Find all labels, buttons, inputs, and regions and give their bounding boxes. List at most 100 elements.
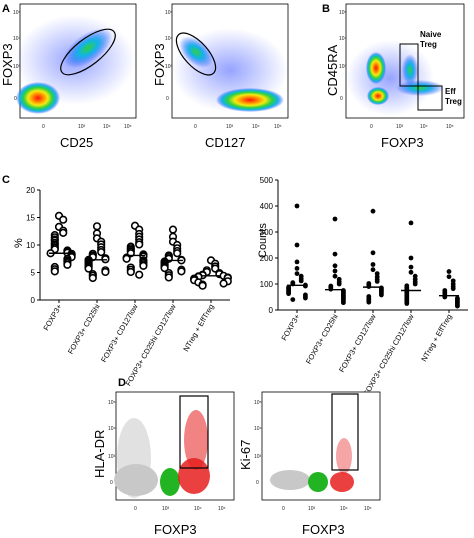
category-label: FOXP3+ CD127low	[337, 312, 378, 374]
tick-y: 10³	[165, 64, 173, 70]
panel-d-right-xlabel: FOXP3	[302, 522, 345, 537]
data-point	[370, 208, 376, 214]
data-point	[92, 222, 102, 231]
panel-b-eff-label-1: Eff	[445, 87, 456, 96]
data-point	[408, 220, 414, 226]
panel-d-label: D	[118, 377, 126, 389]
panel-d-left-red-population	[178, 458, 210, 494]
tick-x: 10⁴	[103, 124, 111, 130]
panel-b-naive-cluster	[402, 54, 418, 86]
panel-b-plot: Naive Treg Eff Treg 0 10³ 10⁴ 10⁵ 10⁵ 10…	[325, 3, 465, 150]
category-label: NTreg + EffTreg	[419, 313, 453, 364]
data-point	[412, 281, 418, 287]
tick-y: 10⁴	[339, 36, 347, 42]
tick-y: 10⁵	[108, 400, 116, 406]
panel-a-right-ylabel: FOXP3	[152, 43, 167, 86]
panel-d-right-ylabel: Ki-67	[238, 440, 253, 470]
tick-x: 0	[282, 506, 285, 512]
data-point	[332, 263, 338, 269]
tick-y: 0	[110, 480, 113, 486]
tick-x: 10⁵	[364, 506, 372, 512]
y-tick-label: 5	[31, 269, 36, 278]
tick-y: 10⁵	[254, 400, 262, 406]
data-point	[88, 273, 97, 283]
y-tick-label: 20	[26, 186, 35, 195]
panel-b-eff-label-2: Treg	[445, 97, 462, 106]
data-point	[455, 303, 460, 309]
data-point	[122, 254, 131, 263]
tick-y: 10⁴	[254, 426, 262, 432]
panel-a-left-plot: 0 10³ 10⁴ 10⁵ 10⁵ 10⁴ 10³ 0 CD25 FOXP3	[0, 3, 137, 150]
panel-a-right-gate	[175, 32, 217, 76]
panel-b-main-population-upper	[366, 52, 386, 84]
data-point	[59, 228, 68, 237]
tick-x: 10⁴	[252, 124, 260, 130]
panel-a-label: A	[2, 3, 10, 15]
data-point	[332, 268, 338, 274]
tick-x: 10⁴	[194, 506, 202, 512]
data-point	[139, 261, 148, 271]
y-tick-label: 10	[26, 241, 35, 250]
panel-c-counts-chart: Counts 0 100 200 300 400 500 FOXP3+ FOXP3+ CD25…	[257, 176, 468, 397]
panel-b-scatter-cloud	[346, 40, 434, 116]
data-point	[370, 262, 376, 267]
panel-a-right-main-population	[216, 88, 284, 112]
data-point	[135, 240, 144, 249]
data-point	[332, 216, 338, 222]
panel-a-left-main-population	[16, 82, 60, 114]
tick-x: 10⁵	[218, 506, 226, 512]
data-point	[286, 291, 291, 297]
data-point	[332, 273, 338, 279]
data-point	[84, 264, 93, 273]
data-point	[294, 259, 300, 265]
tick-y: 10³	[254, 454, 262, 460]
panel-c-label: C	[2, 174, 10, 186]
y-tick-label: 200	[260, 254, 274, 263]
panel-d-right-red-population	[330, 472, 354, 492]
panel-a-left-xlabel: CD25	[60, 135, 93, 150]
tick-x: 10³	[78, 124, 86, 130]
panel-d-left-gate	[179, 395, 209, 469]
panel-d-left-red-spread	[184, 410, 208, 470]
panel-b-xlabel: FOXP3	[381, 135, 424, 150]
tick-x: 10³	[396, 124, 404, 130]
data-point	[370, 250, 376, 256]
panel-a-left-foxp3-cluster	[63, 28, 113, 68]
chart-c-right-ylabel: Counts	[257, 223, 269, 258]
category-label: NTreg + EffTreg	[181, 303, 215, 354]
category-label: FOXP3+	[279, 312, 302, 342]
data-point	[298, 278, 304, 284]
panel-d-left-green-population	[160, 468, 180, 496]
data-point	[303, 283, 308, 289]
chart-c-left-ylabel: %	[13, 238, 25, 248]
data-point	[374, 279, 380, 284]
y-tick-label: 300	[260, 228, 274, 237]
y-tick-label: 100	[260, 280, 274, 289]
tick-x: 0	[370, 124, 373, 130]
data-point	[408, 255, 414, 261]
data-point	[336, 281, 342, 287]
data-point	[50, 267, 59, 276]
data-point	[379, 292, 384, 298]
tick-y: 10⁵	[13, 10, 21, 16]
panel-b-naive-treg-gate	[399, 43, 419, 87]
category-label: FOXP3+	[41, 302, 64, 332]
y-tick-label: 500	[260, 176, 274, 185]
panel-b-ylabel: CD45RA	[325, 44, 340, 96]
data-point	[164, 273, 173, 282]
panel-b-eff-treg-gate	[417, 85, 443, 111]
data-point	[63, 260, 72, 269]
panel-a-right-xlabel: CD127	[205, 135, 245, 150]
panel-d-right-gate	[331, 393, 359, 471]
data-point	[332, 251, 338, 257]
data-point	[408, 269, 414, 275]
tick-y: 10³	[339, 64, 347, 70]
tick-x: 10³	[308, 506, 316, 512]
data-point	[290, 297, 296, 302]
panel-d-right-gray-population	[270, 470, 310, 490]
panel-d-right-red-spread	[336, 438, 352, 474]
category-label: FOXP3+ CD25hi	[66, 302, 102, 355]
tick-x: 0	[194, 124, 197, 130]
tick-x: 10⁵	[124, 124, 132, 130]
tick-x: 10³	[162, 506, 170, 512]
